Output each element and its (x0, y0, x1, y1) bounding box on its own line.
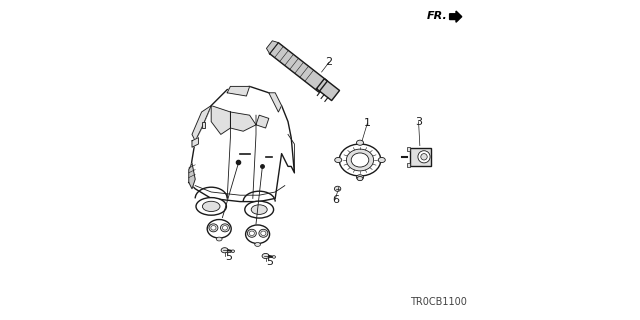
Polygon shape (230, 112, 256, 131)
Text: TR0CB1100: TR0CB1100 (410, 297, 467, 307)
Text: 5: 5 (225, 252, 232, 262)
Ellipse shape (207, 220, 231, 238)
Ellipse shape (211, 226, 216, 230)
Polygon shape (192, 106, 211, 141)
Ellipse shape (216, 237, 222, 241)
Ellipse shape (251, 205, 268, 214)
Polygon shape (189, 86, 294, 202)
Ellipse shape (220, 224, 229, 232)
Ellipse shape (221, 248, 228, 253)
Ellipse shape (346, 149, 374, 171)
Ellipse shape (202, 201, 220, 212)
Ellipse shape (232, 250, 235, 252)
Ellipse shape (418, 151, 430, 163)
Ellipse shape (261, 231, 266, 236)
Polygon shape (227, 86, 250, 96)
Text: 4: 4 (219, 228, 226, 238)
Bar (406, 163, 410, 167)
Ellipse shape (378, 157, 385, 163)
Text: 5: 5 (266, 257, 273, 267)
Text: 2: 2 (325, 57, 333, 68)
Polygon shape (256, 115, 269, 128)
Ellipse shape (273, 256, 276, 258)
Polygon shape (192, 138, 198, 147)
Ellipse shape (335, 186, 341, 191)
Ellipse shape (357, 176, 363, 180)
Text: 3: 3 (415, 116, 422, 127)
Ellipse shape (356, 140, 364, 145)
Text: 1: 1 (364, 118, 371, 128)
Text: 4: 4 (258, 232, 266, 243)
Ellipse shape (249, 231, 254, 236)
Ellipse shape (247, 229, 256, 237)
Polygon shape (189, 163, 195, 189)
Ellipse shape (196, 197, 227, 215)
Polygon shape (269, 43, 328, 92)
Ellipse shape (335, 157, 342, 163)
Ellipse shape (223, 226, 228, 230)
Ellipse shape (244, 201, 274, 218)
Bar (410, 148, 431, 166)
FancyArrow shape (450, 11, 462, 22)
Ellipse shape (262, 253, 269, 259)
Polygon shape (317, 79, 339, 100)
Ellipse shape (255, 243, 260, 246)
Polygon shape (269, 93, 282, 112)
Ellipse shape (209, 224, 218, 232)
Ellipse shape (246, 225, 269, 244)
Ellipse shape (259, 229, 268, 237)
Bar (406, 147, 410, 151)
Ellipse shape (356, 175, 364, 180)
Ellipse shape (421, 154, 428, 160)
Ellipse shape (339, 144, 381, 176)
Polygon shape (266, 41, 278, 54)
Ellipse shape (351, 153, 369, 167)
Polygon shape (211, 106, 230, 134)
Text: FR.: FR. (427, 11, 447, 21)
Polygon shape (202, 122, 205, 128)
Text: 6: 6 (332, 195, 339, 205)
